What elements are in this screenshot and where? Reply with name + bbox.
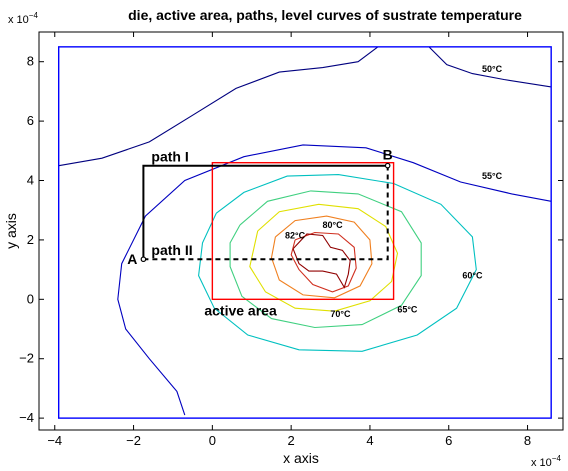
point-label: B — [383, 147, 393, 163]
contour-label: 60°C — [462, 271, 483, 281]
x-tick-label: −2 — [126, 433, 141, 448]
contour-label: 82°C — [285, 230, 306, 240]
path-line — [142, 164, 388, 260]
path-line — [143, 165, 389, 261]
y-tick-label: 0 — [27, 291, 34, 306]
x-exponent-power: −4 — [552, 454, 562, 463]
contour-line — [198, 174, 477, 352]
path-label: path II — [151, 242, 192, 258]
y-tick-label: 4 — [27, 173, 34, 188]
contour-line — [117, 144, 552, 416]
paths-layer — [140, 162, 391, 263]
contour-label: 50°C — [482, 64, 503, 74]
x-tick-label: 0 — [209, 433, 216, 448]
contour-label: 70°C — [330, 309, 351, 319]
x-tick-label: 2 — [288, 433, 295, 448]
y-tick-label: −2 — [19, 351, 34, 366]
x-tick-label: 6 — [445, 433, 452, 448]
plot-frame — [38, 31, 564, 431]
x-tick-label: −4 — [47, 433, 62, 448]
tick-marks — [39, 32, 563, 430]
y-tick-label: −4 — [19, 410, 34, 425]
path-endpoint — [140, 256, 147, 263]
die-outline — [57, 46, 552, 419]
y-tick-label: 6 — [27, 113, 34, 128]
y-axis-label: y axis — [3, 213, 19, 249]
x-tick-label: 4 — [366, 433, 373, 448]
svg-text:x 10−4: x 10−4 — [531, 454, 561, 469]
path-label: path I — [151, 149, 188, 165]
x-exponent-base: x 10 — [531, 457, 552, 469]
y-tick-label: 2 — [27, 232, 34, 247]
die-and-active-area — [57, 46, 552, 419]
contour-label: 65°C — [397, 305, 418, 315]
contour-line — [249, 203, 399, 312]
y-exponent-power: −4 — [29, 11, 39, 20]
contour-label: 55°C — [482, 171, 503, 181]
contour-line — [290, 231, 357, 293]
tick-labels: −4 −2 0 2 4 6 8 −4 −2 0 2 4 6 8 — [19, 54, 531, 448]
active-area-outline — [211, 161, 395, 301]
y-exponent-base: x 10 — [8, 14, 29, 26]
annotation-labels: 50°C 55°C 60°C 65°C 70°C 80°C 82°C active area p… — [127, 64, 502, 319]
y-exponent-label: x 10−4 — [8, 11, 38, 26]
svg-text:x 10−4: x 10−4 — [8, 11, 38, 26]
path-endpoint — [384, 162, 391, 169]
point-label: A — [127, 251, 137, 267]
y-tick-label: 8 — [27, 54, 34, 69]
chart-title: die, active area, paths, level curves of… — [128, 7, 522, 23]
x-tick-label: 8 — [524, 433, 531, 448]
contour-line — [58, 46, 379, 167]
contour-line — [270, 215, 373, 299]
contour-lines — [58, 46, 552, 416]
x-axis-label: x axis — [283, 450, 319, 466]
contour-line — [292, 233, 351, 289]
contour-label: 80°C — [322, 220, 343, 230]
x-exponent-label: x 10−4 — [531, 454, 561, 469]
active-area-label: active area — [204, 302, 277, 318]
contour-line — [428, 46, 552, 88]
contour-line — [229, 190, 422, 329]
